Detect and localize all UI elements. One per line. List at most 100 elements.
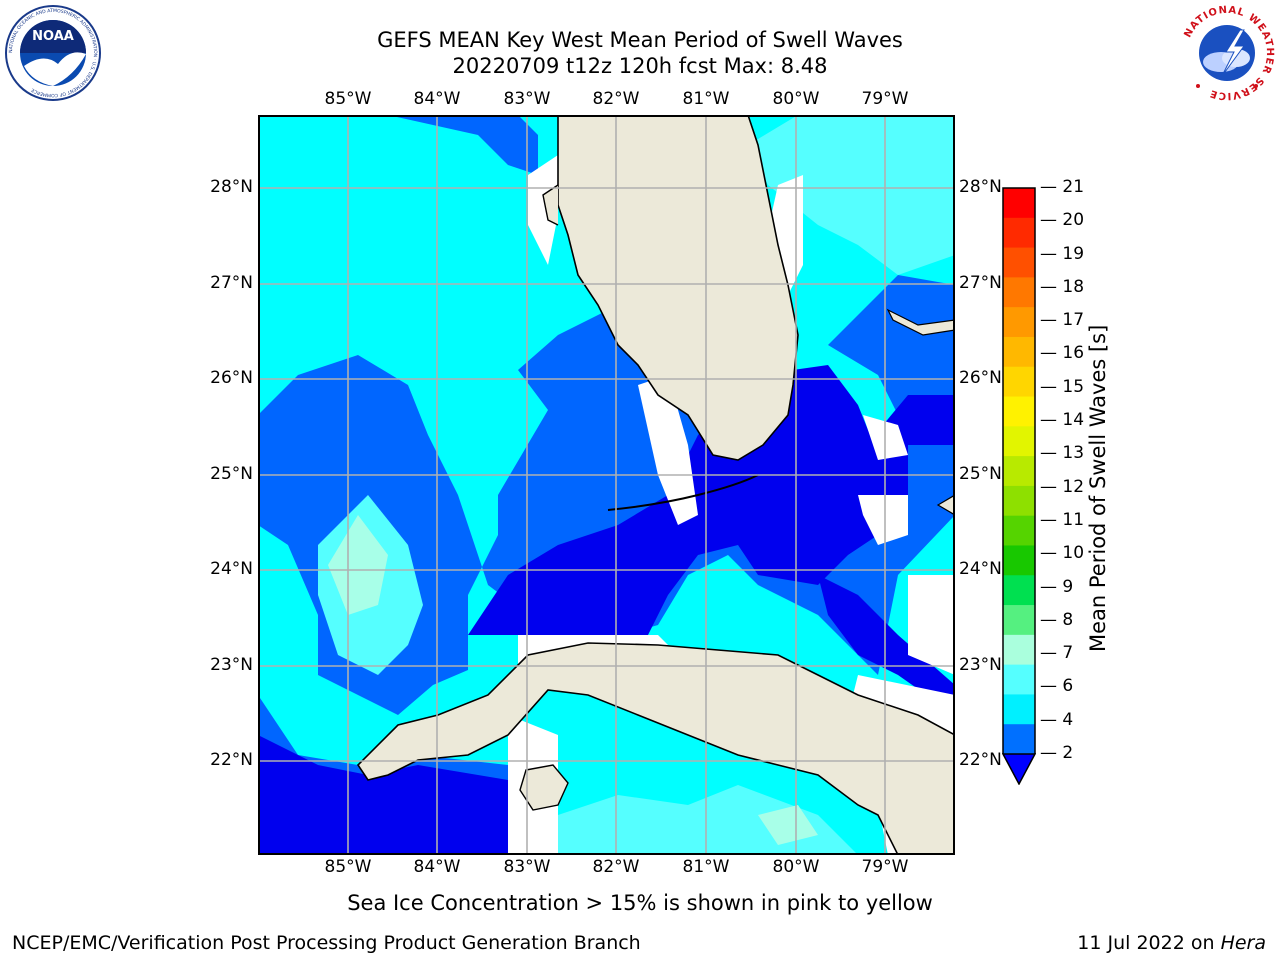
colorbar-tick-label: — 21 [1040, 177, 1085, 197]
lat-label-right: 27°N [959, 273, 1002, 293]
florida-keys [607, 474, 759, 511]
colorbar-tick-label: — 4 [1040, 709, 1074, 730]
colorbar-segment [1003, 605, 1035, 636]
colorbar-tick-label: — 6 [1040, 676, 1074, 697]
lat-label-left: 22°N [210, 750, 253, 770]
lat-label-left: 28°N [210, 177, 253, 197]
colorbar-ticks: — 21 — 20 — 19 — 18 — 17 — 16 — 15 — 14 — 13 — 12… [1040, 0, 1100, 960]
lon-label-top: 82°W [592, 89, 640, 109]
swell-period-map [258, 114, 956, 856]
colorbar-segment [1003, 456, 1035, 487]
field-8-9-gulf [328, 515, 388, 615]
colorbar-segment [1003, 396, 1035, 427]
colorbar-tick-label: — 7 [1040, 643, 1074, 664]
colorbar-segment [1003, 664, 1035, 695]
nws-logo: NATIONAL WEATHER SERVICE [1178, 4, 1276, 102]
lon-label-bottom: 81°W [682, 857, 730, 877]
lat-label-right: 23°N [959, 655, 1002, 675]
machine-name: Hera [1220, 932, 1266, 954]
svg-text:NOAA: NOAA [32, 29, 74, 44]
lat-label-left: 24°N [210, 559, 253, 579]
noaa-logo: NOAA NATIONAL OCEANIC AND ATMOSPHERIC AD… [4, 4, 102, 102]
field-4-6-north [388, 115, 538, 175]
lon-label-top: 79°W [861, 89, 909, 109]
colorbar-segment [1003, 247, 1035, 278]
colorbar-tick-label: — 14 [1040, 410, 1085, 431]
sea-ice-note: Sea Ice Concentration > 15% is shown in … [347, 891, 933, 915]
no-data-gulf-coast [528, 155, 558, 265]
field-2-4-bahamas [858, 395, 955, 495]
lat-label-right: 25°N [959, 464, 1002, 484]
run-date-text: 11 Jul 2022 on [1077, 932, 1221, 954]
map-graticule [258, 115, 955, 855]
colorbar-tick-label: — 11 [1040, 509, 1085, 530]
colorbar-tick-label: — 9 [1040, 576, 1074, 597]
isla-juventud-land [519, 764, 569, 811]
colorbar-segment [1003, 307, 1035, 338]
cuba-land [356, 642, 956, 856]
lat-label-left: 26°N [210, 368, 253, 388]
lon-label-bottom: 79°W [861, 857, 909, 877]
colorbar-tick-label: — 13 [1040, 443, 1085, 464]
field-2-4-cuba-ne [818, 575, 955, 715]
colorbar [1001, 187, 1037, 786]
colorbar-segment [1003, 694, 1035, 725]
colorbar-tick-label: — 10 [1040, 543, 1085, 564]
lon-label-bottom: 80°W [772, 857, 820, 877]
title-line-2: 20220709 t12z 120h fcst Max: 8.48 [452, 54, 828, 78]
colorbar-tick-label: — 17 [1040, 310, 1085, 331]
colorbar-segment [1003, 515, 1035, 546]
lon-label-top: 84°W [413, 89, 461, 109]
lat-label-right: 22°N [959, 750, 1002, 770]
lon-label-bottom: 84°W [413, 857, 461, 877]
chart-title: GEFS MEAN Key West Mean Period of Swell … [0, 27, 1280, 79]
tampa-bay-coast [542, 184, 559, 226]
colorbar-segment [1003, 724, 1035, 755]
lon-label-top: 85°W [324, 89, 372, 109]
branch-credit: NCEP/EMC/Verification Post Processing Pr… [12, 932, 641, 954]
lon-label-bottom: 82°W [592, 857, 640, 877]
colorbar-segment [1003, 575, 1035, 606]
lon-label-bottom: 83°W [503, 857, 551, 877]
lat-label-right: 28°N [959, 177, 1002, 197]
no-data-andros [858, 495, 908, 545]
colorbar-tick-label: — 16 [1040, 343, 1085, 364]
colorbar-label: Mean Period of Swell Waves [s] [1086, 324, 1110, 652]
colorbar-tick-label: — 18 [1040, 276, 1085, 297]
field-4-6-west [258, 275, 955, 715]
title-line-1: GEFS MEAN Key West Mean Period of Swell … [377, 28, 903, 52]
colorbar-segment [1003, 188, 1035, 219]
colorbar-frame [1002, 187, 1036, 754]
lon-label-top: 80°W [772, 89, 820, 109]
field-2-4-southwest [258, 735, 508, 855]
lon-label-bottom: 85°W [324, 857, 372, 877]
colorbar-tick-label: — 15 [1040, 376, 1085, 397]
field-8-9-caribbean [758, 805, 818, 845]
lat-label-left: 25°N [210, 464, 253, 484]
colorbar-tick-label: — 8 [1040, 609, 1074, 630]
colorbar-segment [1003, 485, 1035, 517]
colorbar-tick-label: — 19 [1040, 243, 1085, 264]
lon-label-top: 81°W [682, 89, 730, 109]
colorbar-segment [1003, 336, 1035, 368]
map-frame [258, 115, 955, 855]
no-data-everglades [638, 375, 698, 525]
colorbar-segment [1003, 217, 1035, 249]
lat-label-right: 24°N [959, 559, 1002, 579]
lat-label-left: 23°N [210, 655, 253, 675]
colorbar-segment [1003, 634, 1035, 666]
colorbar-segment [1003, 366, 1035, 398]
field-7-8-atlantic [748, 115, 955, 275]
colorbar-tick-label: — 12 [1040, 476, 1085, 497]
colorbar-tick-label: — 20 [1040, 210, 1085, 231]
florida-land [557, 114, 799, 461]
map-panel [258, 114, 956, 856]
colorbar-extension [1001, 753, 1037, 786]
colorbar-segment [1003, 277, 1035, 308]
run-date: 11 Jul 2022 on Hera [1077, 932, 1266, 954]
colorbar-tick-label: — 2 [1040, 743, 1074, 763]
lon-label-top: 83°W [503, 89, 551, 109]
colorbar-segment [1003, 545, 1035, 576]
colorbar-segment [1003, 426, 1035, 457]
lat-label-right: 26°N [959, 368, 1002, 388]
